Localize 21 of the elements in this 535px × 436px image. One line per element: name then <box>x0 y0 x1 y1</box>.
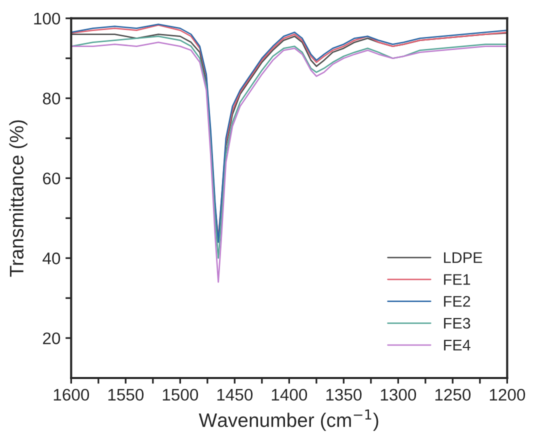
x-tick-label: 1200 <box>490 388 526 401</box>
legend-label: FE3 <box>444 318 470 329</box>
x-tick-label: 1300 <box>380 388 416 401</box>
y-tick-label: 40 <box>42 252 60 264</box>
x-tick-label: 1500 <box>162 388 198 401</box>
y-tick-label: 80 <box>42 92 60 104</box>
x-tick-label: 1400 <box>272 388 308 401</box>
x-axis-title: Wavenumber (cm$^{−1}$) <box>198 410 378 431</box>
y-tick-label: 60 <box>43 172 60 184</box>
y-axis-title: Transmittance (%) <box>9 120 28 277</box>
y-tick-label: 20 <box>43 332 60 344</box>
legend-label: FE4 <box>444 340 470 350</box>
legend-label: FE1 <box>444 274 470 285</box>
legend-label: FE2 <box>444 296 470 307</box>
x-tick-label: 1600 <box>54 388 90 401</box>
x-tick-label: 1250 <box>435 388 471 401</box>
x-tick-label: 1350 <box>326 388 362 401</box>
x-tick-label: 1450 <box>217 388 253 401</box>
y-tick-label: 100 <box>34 12 60 25</box>
x-tick-label: 1550 <box>108 388 144 401</box>
legend-label: LDPE <box>444 252 482 263</box>
